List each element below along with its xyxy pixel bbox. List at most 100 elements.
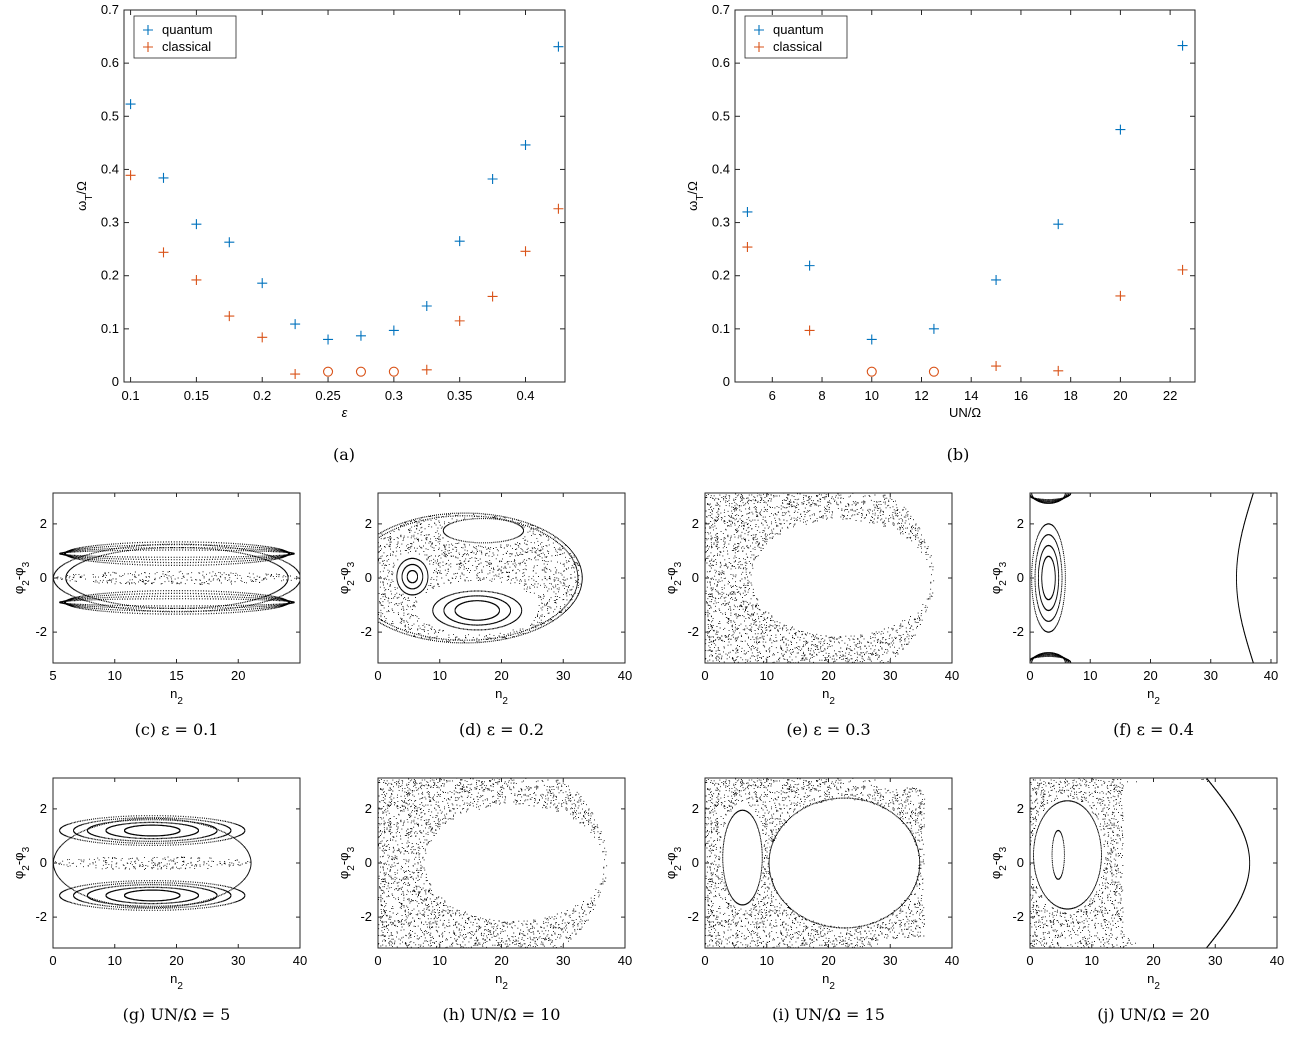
data-point xyxy=(191,274,202,285)
data-point xyxy=(125,99,136,110)
data-point xyxy=(1053,365,1064,376)
x-tick-label: 0.2 xyxy=(253,388,271,403)
chaotic-sea xyxy=(705,778,926,948)
x-axis-label: n2 xyxy=(1147,971,1160,992)
x-tick-label: 30 xyxy=(883,668,897,683)
legend: quantum classical xyxy=(133,15,237,59)
plot-area xyxy=(1029,492,1278,664)
y-axis-label: ωT/Ω xyxy=(74,181,95,211)
y-tick-label: 0.3 xyxy=(712,215,730,230)
y-tick-label: 0 xyxy=(365,855,372,870)
data-point xyxy=(804,260,815,271)
y-tick-label: 0.3 xyxy=(101,215,119,230)
x-axis-label: n2 xyxy=(822,686,835,707)
x-tick-label: 20 xyxy=(231,668,245,683)
x-tick-label: 0.4 xyxy=(516,388,534,403)
poincare-panel-d: 0 10 20 30 40 -2 0 2 n2 φ2-φ3 (d) ε = 0.2 xyxy=(336,492,632,739)
poincare-points xyxy=(378,512,583,644)
caption: (e) ε = 0.3 xyxy=(786,720,870,739)
data-point xyxy=(1177,264,1188,275)
x-tick-label: 0.1 xyxy=(122,388,140,403)
legend-label: classical xyxy=(773,39,822,54)
legend-label: quantum xyxy=(162,22,213,37)
torus xyxy=(73,882,232,909)
x-tick-label: 40 xyxy=(618,668,632,683)
x-tick-label: 8 xyxy=(818,388,825,403)
x-tick-label: 10 xyxy=(433,953,447,968)
x-tick-label: 30 xyxy=(556,668,570,683)
x-tick-label: 30 xyxy=(556,953,570,968)
island xyxy=(1033,800,1102,910)
x-tick-label: 0 xyxy=(374,953,381,968)
plot-area xyxy=(704,492,953,664)
data-point xyxy=(323,334,334,345)
legend-marker xyxy=(754,25,764,35)
data-point xyxy=(191,219,202,230)
y-tick-label: 0 xyxy=(692,570,699,585)
data-point xyxy=(224,311,235,322)
boundary xyxy=(378,515,579,641)
y-tick-label: -2 xyxy=(35,624,47,639)
poincare-panel-i: 0 10 20 30 40 -2 0 2 n2 φ2-φ3 (i) UN/Ω = 15 xyxy=(663,777,959,1024)
x-tick-label: 15 xyxy=(169,668,183,683)
x-tick-label: 0.35 xyxy=(447,388,472,403)
chaotic-sea xyxy=(378,513,583,644)
y-axis-label: φ2-φ3 xyxy=(663,846,684,879)
poincare-panel-c: 5 10 15 20 -2 0 2 n2 φ2-φ3 (c) ε = 0.1 xyxy=(11,492,301,739)
y-axis-label: φ2-φ3 xyxy=(663,561,684,594)
data-point xyxy=(1053,219,1064,230)
torus xyxy=(87,884,218,907)
legend-label: classical xyxy=(162,39,211,54)
separatrix xyxy=(1236,493,1254,663)
torus xyxy=(432,590,523,631)
chaotic-sea xyxy=(378,778,608,948)
y-tick-label: 0.1 xyxy=(712,321,730,336)
caption: (h) UN/Ω = 10 xyxy=(443,1005,561,1024)
data-point xyxy=(553,203,564,214)
legend-marker xyxy=(754,42,764,52)
x-tick-label: 0.3 xyxy=(385,388,403,403)
x-tick-label: 6 xyxy=(769,388,776,403)
poincare-panel-g: 0 10 20 30 40 -2 0 2 n2 φ2-φ3 (g) UN/Ω = 5 xyxy=(11,777,307,1024)
poincare-points xyxy=(53,815,252,911)
torus xyxy=(443,595,511,626)
caption: (g) UN/Ω = 5 xyxy=(123,1005,231,1024)
y-tick-label: 2 xyxy=(1017,516,1024,531)
caption: (d) ε = 0.2 xyxy=(459,720,544,739)
x-tick-label: 10 xyxy=(760,668,774,683)
x-tick-label: 0 xyxy=(701,953,708,968)
x-tick-label: 0.25 xyxy=(315,388,340,403)
x-tick-label: 40 xyxy=(618,953,632,968)
y-tick-label: -2 xyxy=(1012,909,1024,924)
data-point xyxy=(487,173,498,184)
x-axis-label: n2 xyxy=(495,686,508,707)
torus xyxy=(1031,523,1066,633)
plot-area xyxy=(704,777,953,949)
plot-area xyxy=(734,9,1196,383)
boundary xyxy=(378,512,583,644)
data-point-circle xyxy=(322,366,334,377)
torus xyxy=(1031,493,1066,504)
torus xyxy=(124,824,181,837)
x-tick-label: 14 xyxy=(964,388,978,403)
torus xyxy=(1031,652,1066,663)
torus xyxy=(105,886,199,905)
data-point xyxy=(1177,40,1188,51)
caption: (f) ε = 0.4 xyxy=(1113,720,1194,739)
chart-b: 6 8 10 12 14 16 18 20 22 0 0.1 0.2 0.3 0.4 0.5 0.6 0.7 UN… xyxy=(685,2,1196,464)
x-tick-label: 20 xyxy=(821,668,835,683)
island xyxy=(722,809,763,906)
data-point xyxy=(804,325,815,336)
data-point xyxy=(991,274,1002,285)
plot-area xyxy=(123,9,566,383)
x-tick-label: 0.15 xyxy=(184,388,209,403)
data-point xyxy=(742,242,753,253)
data-point xyxy=(487,291,498,302)
x-axis-label: ε xyxy=(342,405,348,420)
x-tick-label: 40 xyxy=(945,953,959,968)
x-tick-label: 0 xyxy=(1026,953,1033,968)
x-tick-label: 20 xyxy=(1113,388,1127,403)
y-tick-label: 0.4 xyxy=(712,161,730,176)
poincare-points xyxy=(1030,493,1254,663)
x-tick-label: 10 xyxy=(108,668,122,683)
